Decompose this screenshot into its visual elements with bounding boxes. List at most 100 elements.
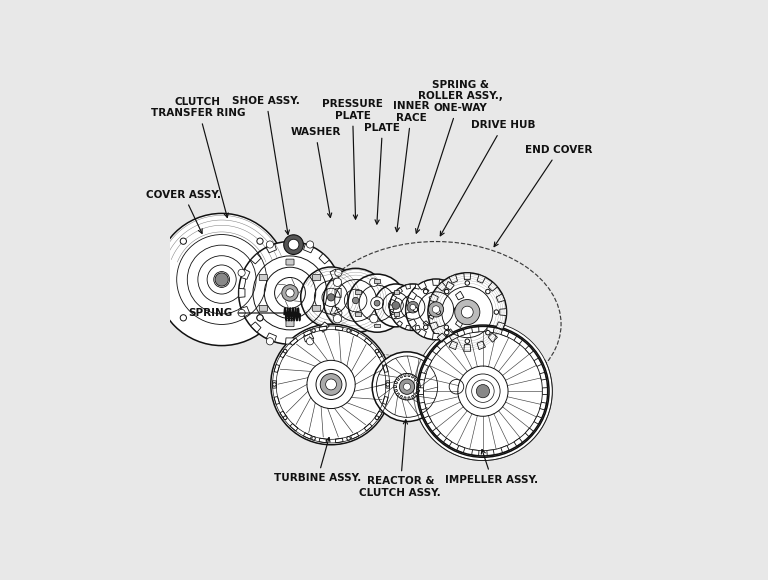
Circle shape	[375, 416, 379, 419]
Polygon shape	[432, 305, 436, 310]
Polygon shape	[408, 291, 416, 300]
Polygon shape	[241, 269, 250, 280]
FancyBboxPatch shape	[260, 274, 267, 281]
Polygon shape	[406, 284, 410, 289]
Polygon shape	[460, 306, 466, 313]
Polygon shape	[396, 288, 402, 293]
Circle shape	[423, 325, 428, 329]
Polygon shape	[396, 321, 402, 327]
Circle shape	[312, 329, 316, 332]
Circle shape	[432, 306, 439, 313]
Text: WASHER: WASHER	[290, 127, 341, 218]
FancyBboxPatch shape	[313, 305, 321, 311]
Circle shape	[462, 306, 473, 318]
Polygon shape	[500, 309, 506, 316]
Circle shape	[283, 416, 287, 419]
Polygon shape	[443, 336, 452, 344]
Polygon shape	[408, 397, 410, 400]
Circle shape	[485, 289, 490, 294]
Circle shape	[476, 385, 489, 398]
Polygon shape	[455, 319, 464, 328]
Polygon shape	[457, 445, 465, 453]
Polygon shape	[399, 375, 402, 378]
Circle shape	[429, 302, 444, 317]
Text: IMPELLER ASSY.: IMPELLER ASSY.	[445, 450, 538, 484]
Circle shape	[443, 374, 470, 400]
Polygon shape	[443, 438, 452, 447]
Bar	[374, 279, 380, 282]
Polygon shape	[419, 402, 426, 410]
Circle shape	[417, 325, 549, 457]
Polygon shape	[394, 386, 396, 387]
Polygon shape	[266, 333, 276, 342]
Circle shape	[410, 304, 415, 310]
Polygon shape	[303, 333, 314, 342]
Circle shape	[428, 273, 507, 351]
Text: PRESSURE
PLATE: PRESSURE PLATE	[322, 99, 383, 219]
Polygon shape	[419, 372, 426, 380]
Polygon shape	[396, 378, 399, 380]
Polygon shape	[477, 341, 485, 350]
Circle shape	[374, 284, 417, 327]
Polygon shape	[477, 274, 485, 283]
Polygon shape	[445, 329, 454, 338]
Polygon shape	[415, 284, 420, 289]
Circle shape	[455, 307, 459, 311]
Polygon shape	[250, 322, 261, 332]
Polygon shape	[364, 423, 372, 431]
Circle shape	[320, 374, 342, 396]
Circle shape	[389, 284, 436, 331]
Polygon shape	[534, 358, 542, 367]
Text: SPRING &
ROLLER ASSY.,
ONE-WAY: SPRING & ROLLER ASSY., ONE-WAY	[415, 80, 503, 233]
Circle shape	[406, 279, 466, 340]
Polygon shape	[286, 242, 294, 248]
FancyBboxPatch shape	[260, 305, 267, 311]
Circle shape	[445, 289, 449, 294]
Polygon shape	[335, 288, 341, 298]
Polygon shape	[351, 433, 359, 439]
Circle shape	[369, 314, 378, 323]
Circle shape	[286, 289, 294, 297]
Polygon shape	[364, 338, 372, 345]
Circle shape	[215, 273, 228, 286]
Polygon shape	[286, 338, 294, 344]
Polygon shape	[351, 330, 359, 336]
Circle shape	[312, 437, 316, 440]
Polygon shape	[501, 329, 509, 337]
Polygon shape	[319, 438, 326, 443]
Circle shape	[423, 289, 428, 294]
Bar	[393, 313, 399, 316]
Polygon shape	[391, 295, 396, 300]
Polygon shape	[280, 411, 287, 419]
Bar	[355, 313, 361, 316]
Circle shape	[238, 309, 245, 317]
Polygon shape	[399, 396, 402, 398]
Circle shape	[266, 338, 273, 345]
Text: SHOE ASSY.: SHOE ASSY.	[233, 96, 300, 234]
Polygon shape	[424, 416, 432, 425]
Polygon shape	[416, 381, 420, 384]
Polygon shape	[418, 329, 426, 338]
Polygon shape	[415, 378, 418, 380]
Polygon shape	[273, 380, 276, 388]
Circle shape	[455, 299, 480, 325]
Circle shape	[257, 238, 263, 244]
Polygon shape	[274, 397, 280, 404]
Polygon shape	[496, 294, 505, 302]
Polygon shape	[239, 288, 245, 298]
Circle shape	[374, 300, 380, 306]
Polygon shape	[404, 397, 406, 400]
Polygon shape	[290, 338, 298, 345]
Circle shape	[327, 293, 335, 301]
Text: REACTOR &
CLUTCH ASSY.: REACTOR & CLUTCH ASSY.	[359, 420, 441, 498]
Polygon shape	[418, 281, 426, 290]
Polygon shape	[330, 306, 339, 317]
Polygon shape	[241, 306, 250, 317]
Polygon shape	[408, 319, 416, 328]
Polygon shape	[319, 322, 329, 332]
Circle shape	[413, 322, 552, 461]
Polygon shape	[382, 397, 388, 404]
Circle shape	[335, 269, 342, 277]
Polygon shape	[496, 322, 505, 330]
Polygon shape	[429, 314, 435, 320]
